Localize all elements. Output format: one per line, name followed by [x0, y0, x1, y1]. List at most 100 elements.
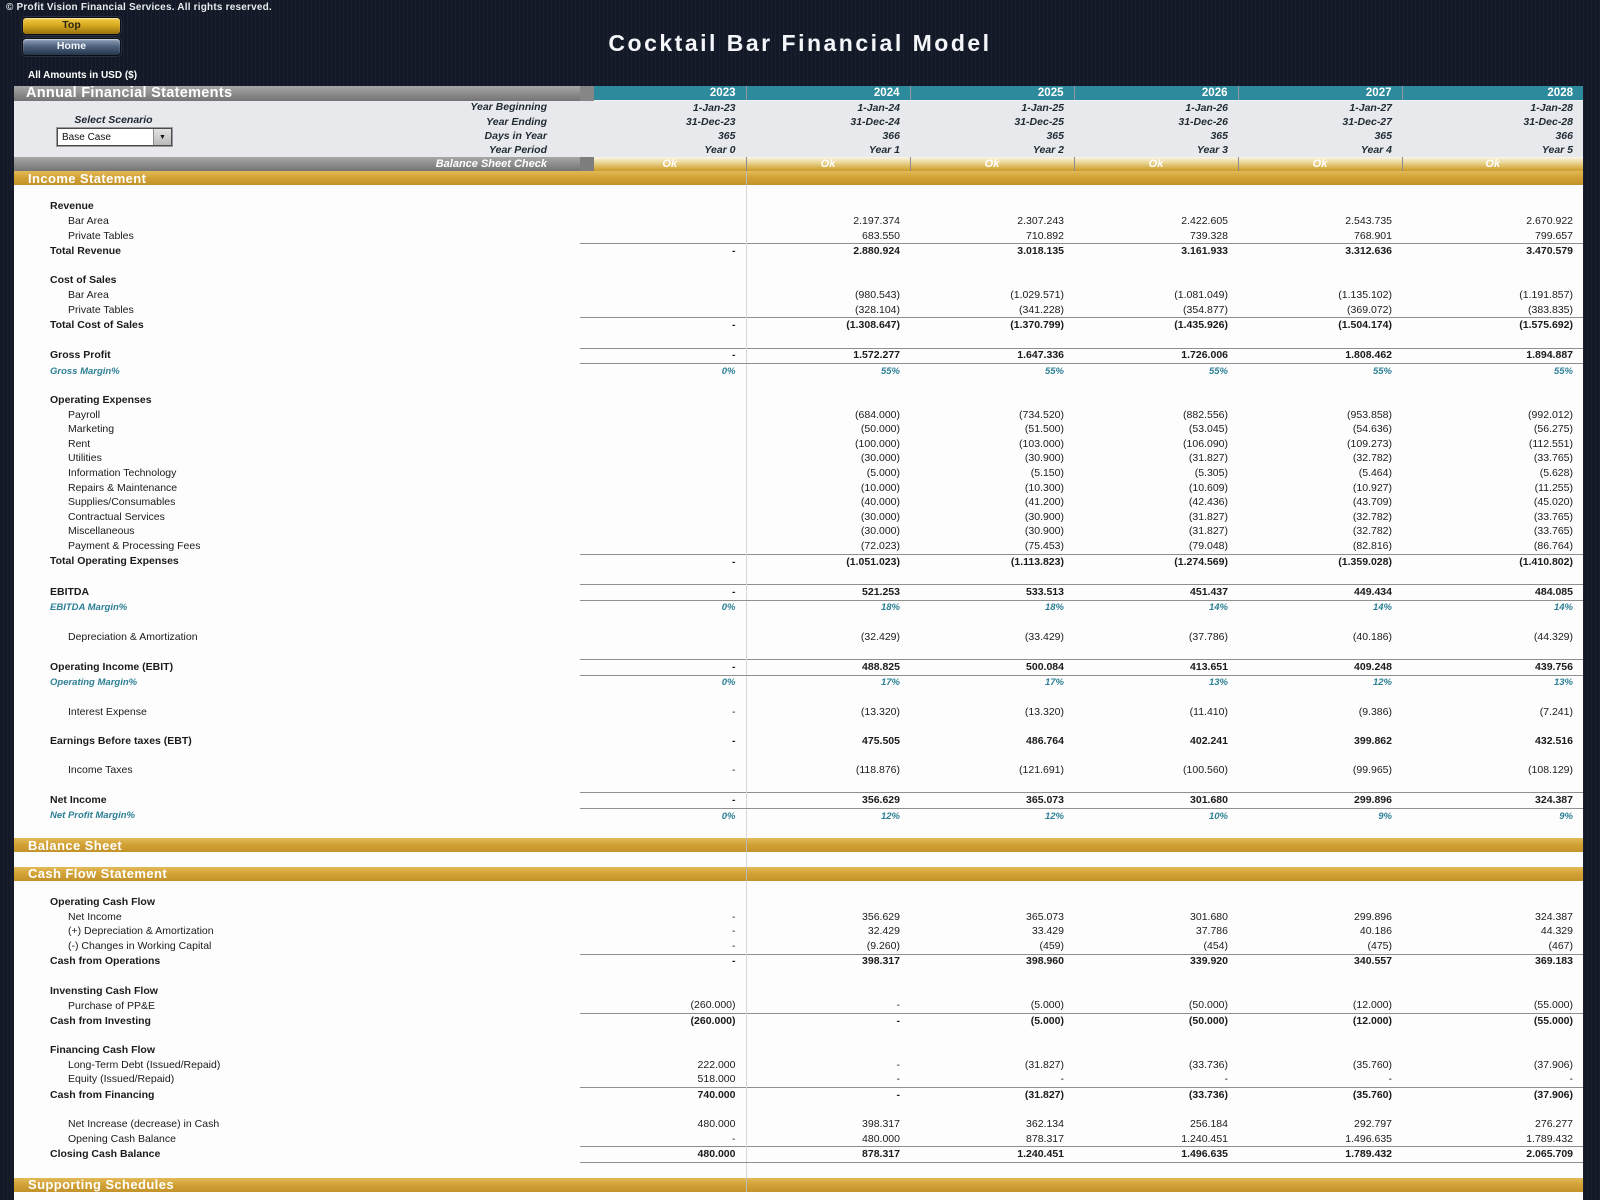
- value-cell: [594, 852, 747, 867]
- value-cell: (31.827): [910, 1087, 1074, 1103]
- row-label: Cost of Sales: [14, 273, 580, 289]
- value-cell: (260.000): [594, 998, 747, 1014]
- value-cell: [594, 823, 747, 839]
- row-label: Total Cost of Sales: [14, 317, 580, 333]
- statement-row: Total Cost of Sales - (1.308.647) (1.370.79…: [14, 317, 1583, 333]
- amounts-note: All Amounts in USD ($): [28, 70, 138, 81]
- value-cell: 356.629: [746, 792, 910, 809]
- value-cell: (5.000): [910, 998, 1074, 1014]
- home-button[interactable]: Home: [22, 38, 121, 56]
- value-cell: 432.516: [1402, 733, 1583, 749]
- value-cell: 13%: [1074, 675, 1238, 691]
- value-cell: [746, 1162, 910, 1178]
- value-cell: (354.877): [1074, 302, 1238, 318]
- info-row-label: Year Beginning: [14, 100, 580, 115]
- info-row-label: Year Period: [14, 143, 580, 157]
- dropdown-arrow-icon[interactable]: ▼: [153, 129, 171, 145]
- row-label: Opening Cash Balance: [14, 1131, 580, 1147]
- value-cell: [746, 185, 910, 200]
- value-cell: (72.023): [746, 539, 910, 555]
- value-cell: (1.081.049): [1074, 288, 1238, 303]
- value-cell: 1.496.635: [1238, 1131, 1402, 1147]
- spacer-chip: [580, 199, 594, 215]
- info-value: Year 5: [1402, 143, 1583, 157]
- row-label: Purchase of PP&E: [14, 998, 580, 1014]
- value-cell: 480.000: [746, 1131, 910, 1147]
- value-cell: (37.906): [1402, 1087, 1583, 1103]
- value-cell: [1074, 983, 1238, 999]
- value-cell: (10.000): [746, 480, 910, 496]
- value-cell: (1.135.102): [1238, 288, 1402, 303]
- row-label: Net Income: [14, 909, 580, 925]
- value-cell: [1074, 1043, 1238, 1058]
- value-cell: (86.764): [1402, 539, 1583, 555]
- value-cell: -: [594, 909, 747, 925]
- value-cell: 398.317: [746, 953, 910, 970]
- value-cell: [594, 880, 747, 896]
- value-cell: (1.308.647): [746, 317, 910, 333]
- info-value: 365: [1074, 129, 1238, 143]
- info-row: Year Ending 31-Dec-23 31-Dec-24 31-Dec-25 31…: [14, 115, 1583, 129]
- value-cell: (11.410): [1074, 704, 1238, 720]
- value-cell: (43.709): [1238, 495, 1402, 511]
- value-cell: 55%: [746, 363, 910, 379]
- value-cell: (44.329): [1402, 629, 1583, 645]
- value-cell: [594, 777, 747, 793]
- value-cell: (30.900): [910, 524, 1074, 540]
- value-cell: (45.020): [1402, 495, 1583, 511]
- value-cell: (31.827): [910, 1057, 1074, 1073]
- statement-row: Contractual Services (30.000) (30.900) (31.…: [14, 510, 1583, 525]
- value-cell: 301.680: [1074, 909, 1238, 925]
- row-label: Payment & Processing Fees: [14, 539, 580, 555]
- value-cell: [594, 214, 747, 229]
- spacer-chip: [580, 704, 594, 720]
- value-cell: [910, 258, 1074, 274]
- value-cell: (1.051.023): [746, 553, 910, 570]
- statement-row: Net Income -356.629 365.073 301.680 299.896 3…: [14, 909, 1583, 925]
- blank-row: [14, 258, 1583, 274]
- top-button[interactable]: Top: [22, 17, 121, 35]
- spacer-chip: [580, 690, 594, 705]
- value-cell: 878.317: [910, 1131, 1074, 1147]
- scenario-dropdown[interactable]: Base Case ▼: [57, 128, 172, 146]
- value-cell: [1074, 199, 1238, 215]
- blank-row: [14, 378, 1583, 394]
- value-cell: 0%: [594, 600, 747, 616]
- value-cell: [1074, 748, 1238, 764]
- spacer-chip: [580, 466, 594, 481]
- statement-row: EBITDA Margin% 0% 18% 18% 14% 14% 14%: [14, 600, 1583, 616]
- statement-row: Total Operating Expenses - (1.051.023) (1.1…: [14, 553, 1583, 570]
- value-cell: (40.186): [1238, 629, 1402, 645]
- value-cell: (30.900): [910, 451, 1074, 467]
- spacer-chip: [580, 185, 594, 200]
- year-header: 2025: [910, 86, 1075, 101]
- value-cell: -: [594, 1131, 747, 1147]
- row-label: [14, 1102, 580, 1118]
- year-header: 2024: [746, 86, 911, 101]
- value-cell: 2.543.735: [1238, 214, 1402, 229]
- statement-row: Net Increase (decrease) in Cash 480.000 39…: [14, 1117, 1583, 1132]
- value-cell: [1074, 1102, 1238, 1118]
- value-cell: 13%: [1402, 675, 1583, 691]
- value-cell: (30.000): [746, 524, 910, 540]
- value-cell: (33.765): [1402, 524, 1583, 540]
- value-cell: 2.307.243: [910, 214, 1074, 229]
- value-cell: (32.782): [1238, 451, 1402, 467]
- row-label: [14, 332, 580, 349]
- value-cell: [1074, 393, 1238, 408]
- value-cell: 1.789.432: [1238, 1146, 1402, 1163]
- spacer-chip: [580, 273, 594, 289]
- value-cell: (11.255): [1402, 480, 1583, 496]
- value-cell: (5.000): [910, 1013, 1074, 1029]
- value-cell: 768.901: [1238, 228, 1402, 244]
- value-cell: 55%: [1402, 363, 1583, 379]
- value-cell: 14%: [1238, 600, 1402, 616]
- value-cell: (55.000): [1402, 998, 1583, 1014]
- statement-row: Operating Income (EBIT) -488.825 500.084 41…: [14, 659, 1583, 676]
- value-cell: (5.628): [1402, 466, 1583, 481]
- spacer-chip: [580, 909, 594, 925]
- statements-title: Annual Financial Statements: [14, 86, 580, 101]
- value-cell: [1238, 615, 1402, 630]
- value-cell: [910, 690, 1074, 705]
- value-cell: [910, 1028, 1074, 1044]
